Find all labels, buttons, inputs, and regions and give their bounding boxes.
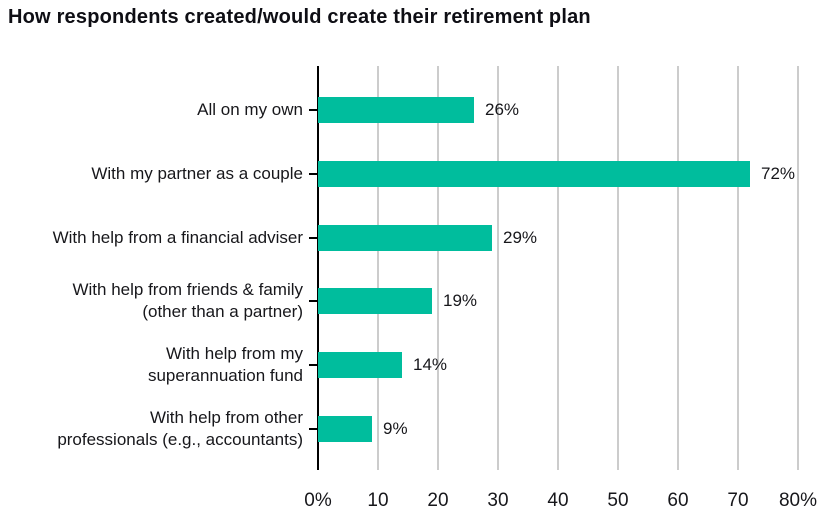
- x-axis-tick-label: 60: [667, 490, 689, 511]
- category-tick: [309, 109, 318, 111]
- category-label: With help from my superannuation fund: [148, 343, 303, 387]
- category-tick: [309, 236, 318, 239]
- x-axis-tick-label: 0%: [304, 490, 332, 511]
- value-label: 26%: [485, 100, 520, 119]
- gridline: [617, 66, 619, 470]
- category-label-line: With my partner as a couple: [91, 163, 303, 183]
- x-axis-tick-label: 70: [727, 490, 749, 511]
- category-label-line: With help from other: [149, 408, 303, 427]
- gridline: [437, 66, 439, 470]
- x-axis-tick-label: 30: [487, 490, 509, 511]
- x-axis-tick-label: 20: [427, 490, 449, 511]
- bar: [318, 160, 750, 187]
- category-label-line: (other than a partner): [142, 302, 303, 322]
- x-axis-tick-label: 80%: [778, 490, 818, 511]
- gridline: [737, 66, 739, 470]
- bar: [318, 352, 402, 379]
- gridline: [797, 66, 799, 470]
- value-label: 29%: [503, 227, 538, 247]
- bar: [318, 288, 432, 315]
- category-label: All on my own: [197, 99, 303, 121]
- category-label: With help from other professionals (e.g.,…: [57, 407, 303, 451]
- x-axis-tick-label: 10: [367, 490, 389, 511]
- category-tick: [309, 300, 318, 303]
- chart-title: How respondents created/would create the…: [8, 6, 591, 28]
- bar: [318, 224, 492, 251]
- gridline: [497, 66, 499, 470]
- category-label-line: With help from a financial adviser: [52, 227, 303, 247]
- bar: [318, 416, 372, 442]
- category-tick: [309, 364, 318, 367]
- y-axis-line: [317, 66, 319, 470]
- category-label: With help from friends & family (other th…: [72, 279, 303, 323]
- category-label-line: With help from my: [166, 344, 303, 364]
- category-label-line: All on my own: [197, 100, 303, 119]
- category-tick: [309, 172, 318, 175]
- value-label: 19%: [443, 291, 478, 311]
- category-label-line: professionals (e.g., accountants): [57, 430, 303, 449]
- category-label-line: With help from friends & family: [72, 280, 303, 300]
- bar: [318, 97, 474, 123]
- x-axis-tick-label: 50: [607, 490, 629, 511]
- x-axis-tick-label: 40: [547, 490, 569, 511]
- category-label: With help from a financial adviser: [53, 227, 303, 249]
- value-label: 14%: [413, 355, 448, 375]
- gridline: [377, 66, 379, 470]
- category-tick: [309, 428, 318, 430]
- category-label: With my partner as a couple: [91, 163, 303, 185]
- value-label: 72%: [761, 163, 796, 183]
- category-label-line: superannuation fund: [147, 366, 303, 386]
- value-label: 9%: [383, 419, 408, 438]
- gridline: [557, 66, 559, 470]
- gridline: [677, 66, 679, 470]
